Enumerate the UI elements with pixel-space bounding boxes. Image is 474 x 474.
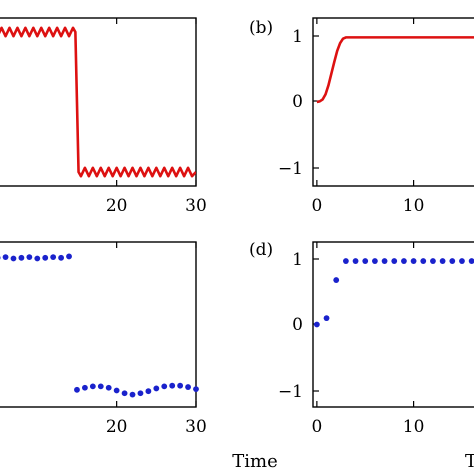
x-axis-title: Time bbox=[232, 451, 277, 472]
data-point bbox=[121, 390, 128, 397]
data-point bbox=[0, 256, 1, 260]
data-point bbox=[74, 386, 80, 393]
series-line-a bbox=[0, 26, 196, 178]
plot-frame-d bbox=[312, 241, 474, 408]
data-point bbox=[145, 388, 152, 395]
x-tick-label: 10 bbox=[403, 196, 425, 216]
panel-label: (d) bbox=[249, 240, 273, 260]
y-tick-label: 0 bbox=[292, 315, 303, 335]
y-tick-label: −1 bbox=[278, 159, 303, 179]
data-point bbox=[185, 384, 191, 390]
data-point bbox=[459, 258, 465, 264]
y-tick-label: −1 bbox=[278, 382, 303, 402]
x-tick-label: 30 bbox=[185, 196, 207, 216]
x-tick-label: 0 bbox=[311, 196, 322, 216]
x-tick-label: 0 bbox=[311, 417, 322, 437]
x-tick-label: 30 bbox=[185, 417, 207, 437]
data-point bbox=[439, 258, 446, 264]
panel-c: 20 30 Time bbox=[0, 241, 278, 472]
x-tick-label: 20 bbox=[106, 196, 128, 216]
data-point bbox=[82, 384, 88, 391]
data-point bbox=[161, 383, 168, 390]
data-point bbox=[352, 258, 359, 264]
data-point bbox=[313, 321, 320, 328]
data-point bbox=[449, 258, 456, 264]
data-point bbox=[333, 277, 340, 283]
data-point bbox=[105, 384, 112, 391]
data-point bbox=[10, 255, 17, 262]
data-point bbox=[342, 258, 349, 264]
data-point bbox=[113, 387, 120, 394]
data-point bbox=[58, 254, 64, 261]
data-point bbox=[381, 258, 388, 264]
data-point bbox=[169, 382, 176, 389]
data-point bbox=[50, 254, 57, 261]
data-point bbox=[89, 383, 96, 390]
data-point bbox=[42, 254, 49, 261]
data-point bbox=[430, 258, 436, 264]
series-line-b bbox=[316, 36, 474, 104]
data-point bbox=[18, 254, 25, 261]
data-point bbox=[391, 258, 398, 264]
plot-frame-b bbox=[312, 17, 474, 187]
x-axis-title: Time bbox=[465, 451, 474, 472]
data-point bbox=[468, 258, 474, 264]
data-point bbox=[129, 391, 136, 398]
plot-frame-a bbox=[0, 17, 197, 187]
data-point bbox=[97, 383, 104, 390]
data-point bbox=[153, 385, 160, 392]
data-point bbox=[137, 390, 144, 397]
data-point bbox=[362, 258, 369, 264]
y-tick-label: 1 bbox=[292, 250, 303, 270]
data-point bbox=[177, 382, 184, 389]
data-point bbox=[34, 255, 41, 262]
data-point bbox=[66, 253, 72, 260]
panel-a: 20 30 bbox=[0, 17, 207, 216]
y-tick-label: 1 bbox=[292, 27, 303, 47]
y-tick-label: 0 bbox=[292, 92, 303, 112]
data-point bbox=[2, 254, 9, 261]
data-point bbox=[372, 258, 378, 264]
data-point bbox=[323, 315, 330, 322]
data-point bbox=[420, 258, 427, 264]
x-tick-label: 20 bbox=[106, 417, 128, 437]
plot-frame-c bbox=[0, 241, 197, 408]
data-point bbox=[26, 254, 33, 261]
x-tick-label: 10 bbox=[403, 417, 425, 437]
data-point bbox=[401, 258, 407, 264]
data-point bbox=[410, 258, 417, 264]
data-point bbox=[193, 386, 199, 393]
panel-label: (b) bbox=[249, 18, 273, 38]
